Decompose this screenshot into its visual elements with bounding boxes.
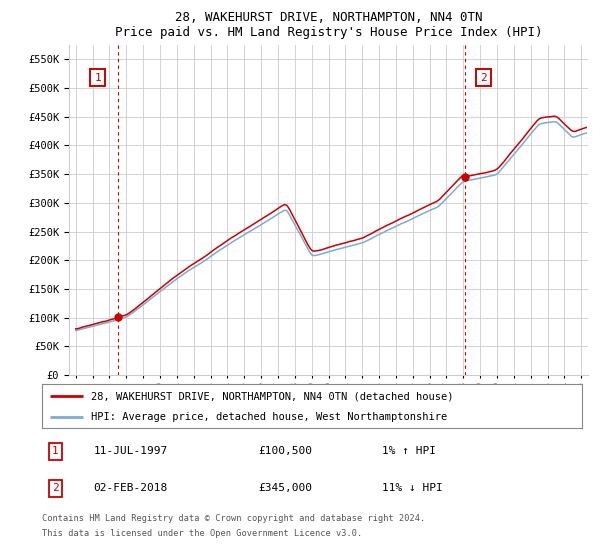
Text: 1: 1 [94,73,101,82]
Text: This data is licensed under the Open Government Licence v3.0.: This data is licensed under the Open Gov… [42,529,362,538]
Text: 11-JUL-1997: 11-JUL-1997 [94,446,167,456]
Text: 11% ↓ HPI: 11% ↓ HPI [382,483,443,493]
Text: 1: 1 [52,446,59,456]
Text: £345,000: £345,000 [258,483,312,493]
Text: £100,500: £100,500 [258,446,312,456]
Text: 2: 2 [480,73,487,82]
Text: 02-FEB-2018: 02-FEB-2018 [94,483,167,493]
Text: 1% ↑ HPI: 1% ↑ HPI [382,446,436,456]
Text: 2: 2 [52,483,59,493]
Text: 28, WAKEHURST DRIVE, NORTHAMPTON, NN4 0TN (detached house): 28, WAKEHURST DRIVE, NORTHAMPTON, NN4 0T… [91,391,453,401]
Text: Contains HM Land Registry data © Crown copyright and database right 2024.: Contains HM Land Registry data © Crown c… [42,514,425,523]
Title: 28, WAKEHURST DRIVE, NORTHAMPTON, NN4 0TN
Price paid vs. HM Land Registry's Hous: 28, WAKEHURST DRIVE, NORTHAMPTON, NN4 0T… [115,11,542,39]
Text: HPI: Average price, detached house, West Northamptonshire: HPI: Average price, detached house, West… [91,412,447,422]
